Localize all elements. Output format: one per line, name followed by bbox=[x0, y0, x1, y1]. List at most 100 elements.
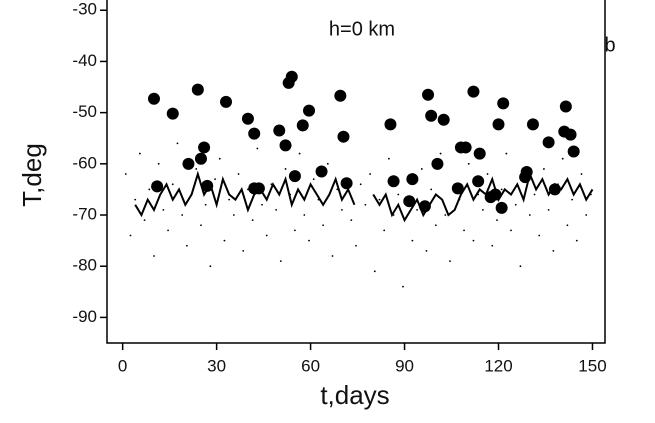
big-dot bbox=[567, 145, 580, 158]
small-dot bbox=[284, 168, 287, 170]
big-dot bbox=[334, 89, 347, 102]
axes-frame bbox=[106, 0, 606, 344]
big-dot bbox=[548, 183, 561, 196]
small-dot bbox=[561, 157, 564, 160]
small-dot bbox=[261, 203, 263, 206]
small-dot bbox=[364, 203, 367, 206]
small-dot bbox=[153, 255, 155, 257]
panel-letter: b bbox=[604, 34, 615, 56]
big-dot bbox=[248, 127, 261, 140]
big-dot bbox=[241, 112, 254, 125]
small-dot bbox=[430, 188, 433, 191]
small-dot bbox=[434, 224, 437, 227]
small-dot bbox=[218, 157, 221, 160]
x-tick-label: 60 bbox=[301, 356, 320, 375]
small-dot bbox=[411, 239, 414, 242]
small-dot bbox=[251, 219, 254, 222]
big-dot bbox=[564, 128, 577, 141]
small-dot bbox=[157, 162, 160, 165]
x-tick-label: 90 bbox=[395, 356, 414, 375]
small-dot bbox=[322, 224, 325, 227]
y-tick-label: -30 bbox=[72, 0, 97, 19]
small-dot bbox=[148, 188, 151, 191]
big-dot bbox=[340, 177, 353, 190]
big-dot bbox=[526, 118, 539, 131]
big-dot bbox=[201, 179, 214, 192]
small-dot bbox=[538, 234, 541, 237]
y-tick-label: -70 bbox=[72, 204, 97, 223]
small-dot bbox=[425, 249, 428, 252]
small-dot bbox=[308, 239, 310, 242]
small-dot bbox=[181, 214, 184, 216]
small-dot bbox=[298, 152, 301, 155]
big-dot bbox=[273, 124, 286, 137]
big-dot bbox=[495, 201, 508, 214]
big-dot bbox=[166, 107, 179, 120]
big-dot bbox=[337, 130, 350, 143]
small-dot bbox=[355, 244, 357, 247]
small-dot bbox=[439, 152, 442, 155]
small-dot bbox=[312, 178, 315, 181]
big-dot bbox=[151, 180, 164, 193]
y-tick-label: -60 bbox=[72, 153, 97, 172]
small-dot bbox=[378, 198, 381, 201]
small-dot bbox=[547, 208, 550, 211]
small-dot bbox=[496, 219, 498, 222]
small-dot bbox=[237, 173, 240, 175]
small-dot bbox=[209, 265, 212, 268]
x-axis-label: t,days bbox=[320, 380, 389, 410]
small-dot bbox=[416, 208, 418, 211]
small-dot bbox=[387, 157, 390, 160]
x-tick-label: 30 bbox=[207, 356, 226, 375]
small-dot bbox=[176, 142, 179, 145]
big-dot bbox=[473, 147, 486, 160]
big-dot bbox=[285, 70, 298, 83]
small-dot bbox=[195, 168, 198, 170]
small-dot bbox=[528, 214, 531, 216]
small-dot bbox=[204, 203, 207, 206]
big-dot bbox=[403, 195, 416, 208]
big-dot bbox=[489, 188, 502, 201]
small-dot bbox=[491, 244, 494, 247]
big-dot bbox=[497, 97, 510, 110]
small-dot bbox=[185, 244, 188, 247]
small-dot bbox=[275, 208, 278, 211]
small-dot bbox=[171, 183, 174, 186]
big-dot bbox=[315, 165, 328, 178]
big-dot bbox=[559, 100, 572, 113]
big-dot bbox=[279, 139, 292, 152]
small-dot bbox=[134, 198, 137, 201]
big-dot bbox=[492, 118, 505, 131]
small-dot bbox=[326, 162, 329, 165]
y-tick-label: -90 bbox=[72, 307, 97, 326]
big-dot bbox=[296, 119, 309, 132]
small-dot bbox=[533, 193, 536, 196]
small-dot bbox=[232, 214, 235, 216]
small-dot bbox=[397, 193, 400, 196]
small-dot bbox=[472, 239, 475, 242]
small-dot bbox=[162, 208, 165, 211]
small-dot bbox=[481, 208, 484, 211]
small-dot bbox=[294, 229, 296, 232]
small-dot bbox=[256, 147, 259, 150]
small-dot bbox=[519, 265, 522, 268]
small-dot bbox=[228, 198, 231, 201]
small-dot bbox=[359, 183, 362, 186]
small-dot bbox=[138, 152, 141, 155]
small-dot bbox=[552, 249, 555, 252]
small-dot bbox=[383, 229, 386, 232]
small-dot bbox=[242, 249, 245, 252]
small-dot bbox=[303, 214, 306, 216]
big-dot bbox=[252, 182, 265, 195]
big-dot bbox=[303, 104, 316, 117]
big-dot bbox=[451, 182, 464, 195]
small-dot bbox=[373, 270, 376, 273]
small-dot bbox=[486, 173, 489, 175]
y-tick-label: -80 bbox=[72, 256, 97, 275]
y-tick-label: -40 bbox=[72, 51, 97, 70]
big-dot bbox=[425, 109, 438, 122]
small-dot bbox=[214, 178, 216, 181]
big-dot bbox=[182, 157, 195, 170]
small-dot bbox=[449, 260, 451, 262]
